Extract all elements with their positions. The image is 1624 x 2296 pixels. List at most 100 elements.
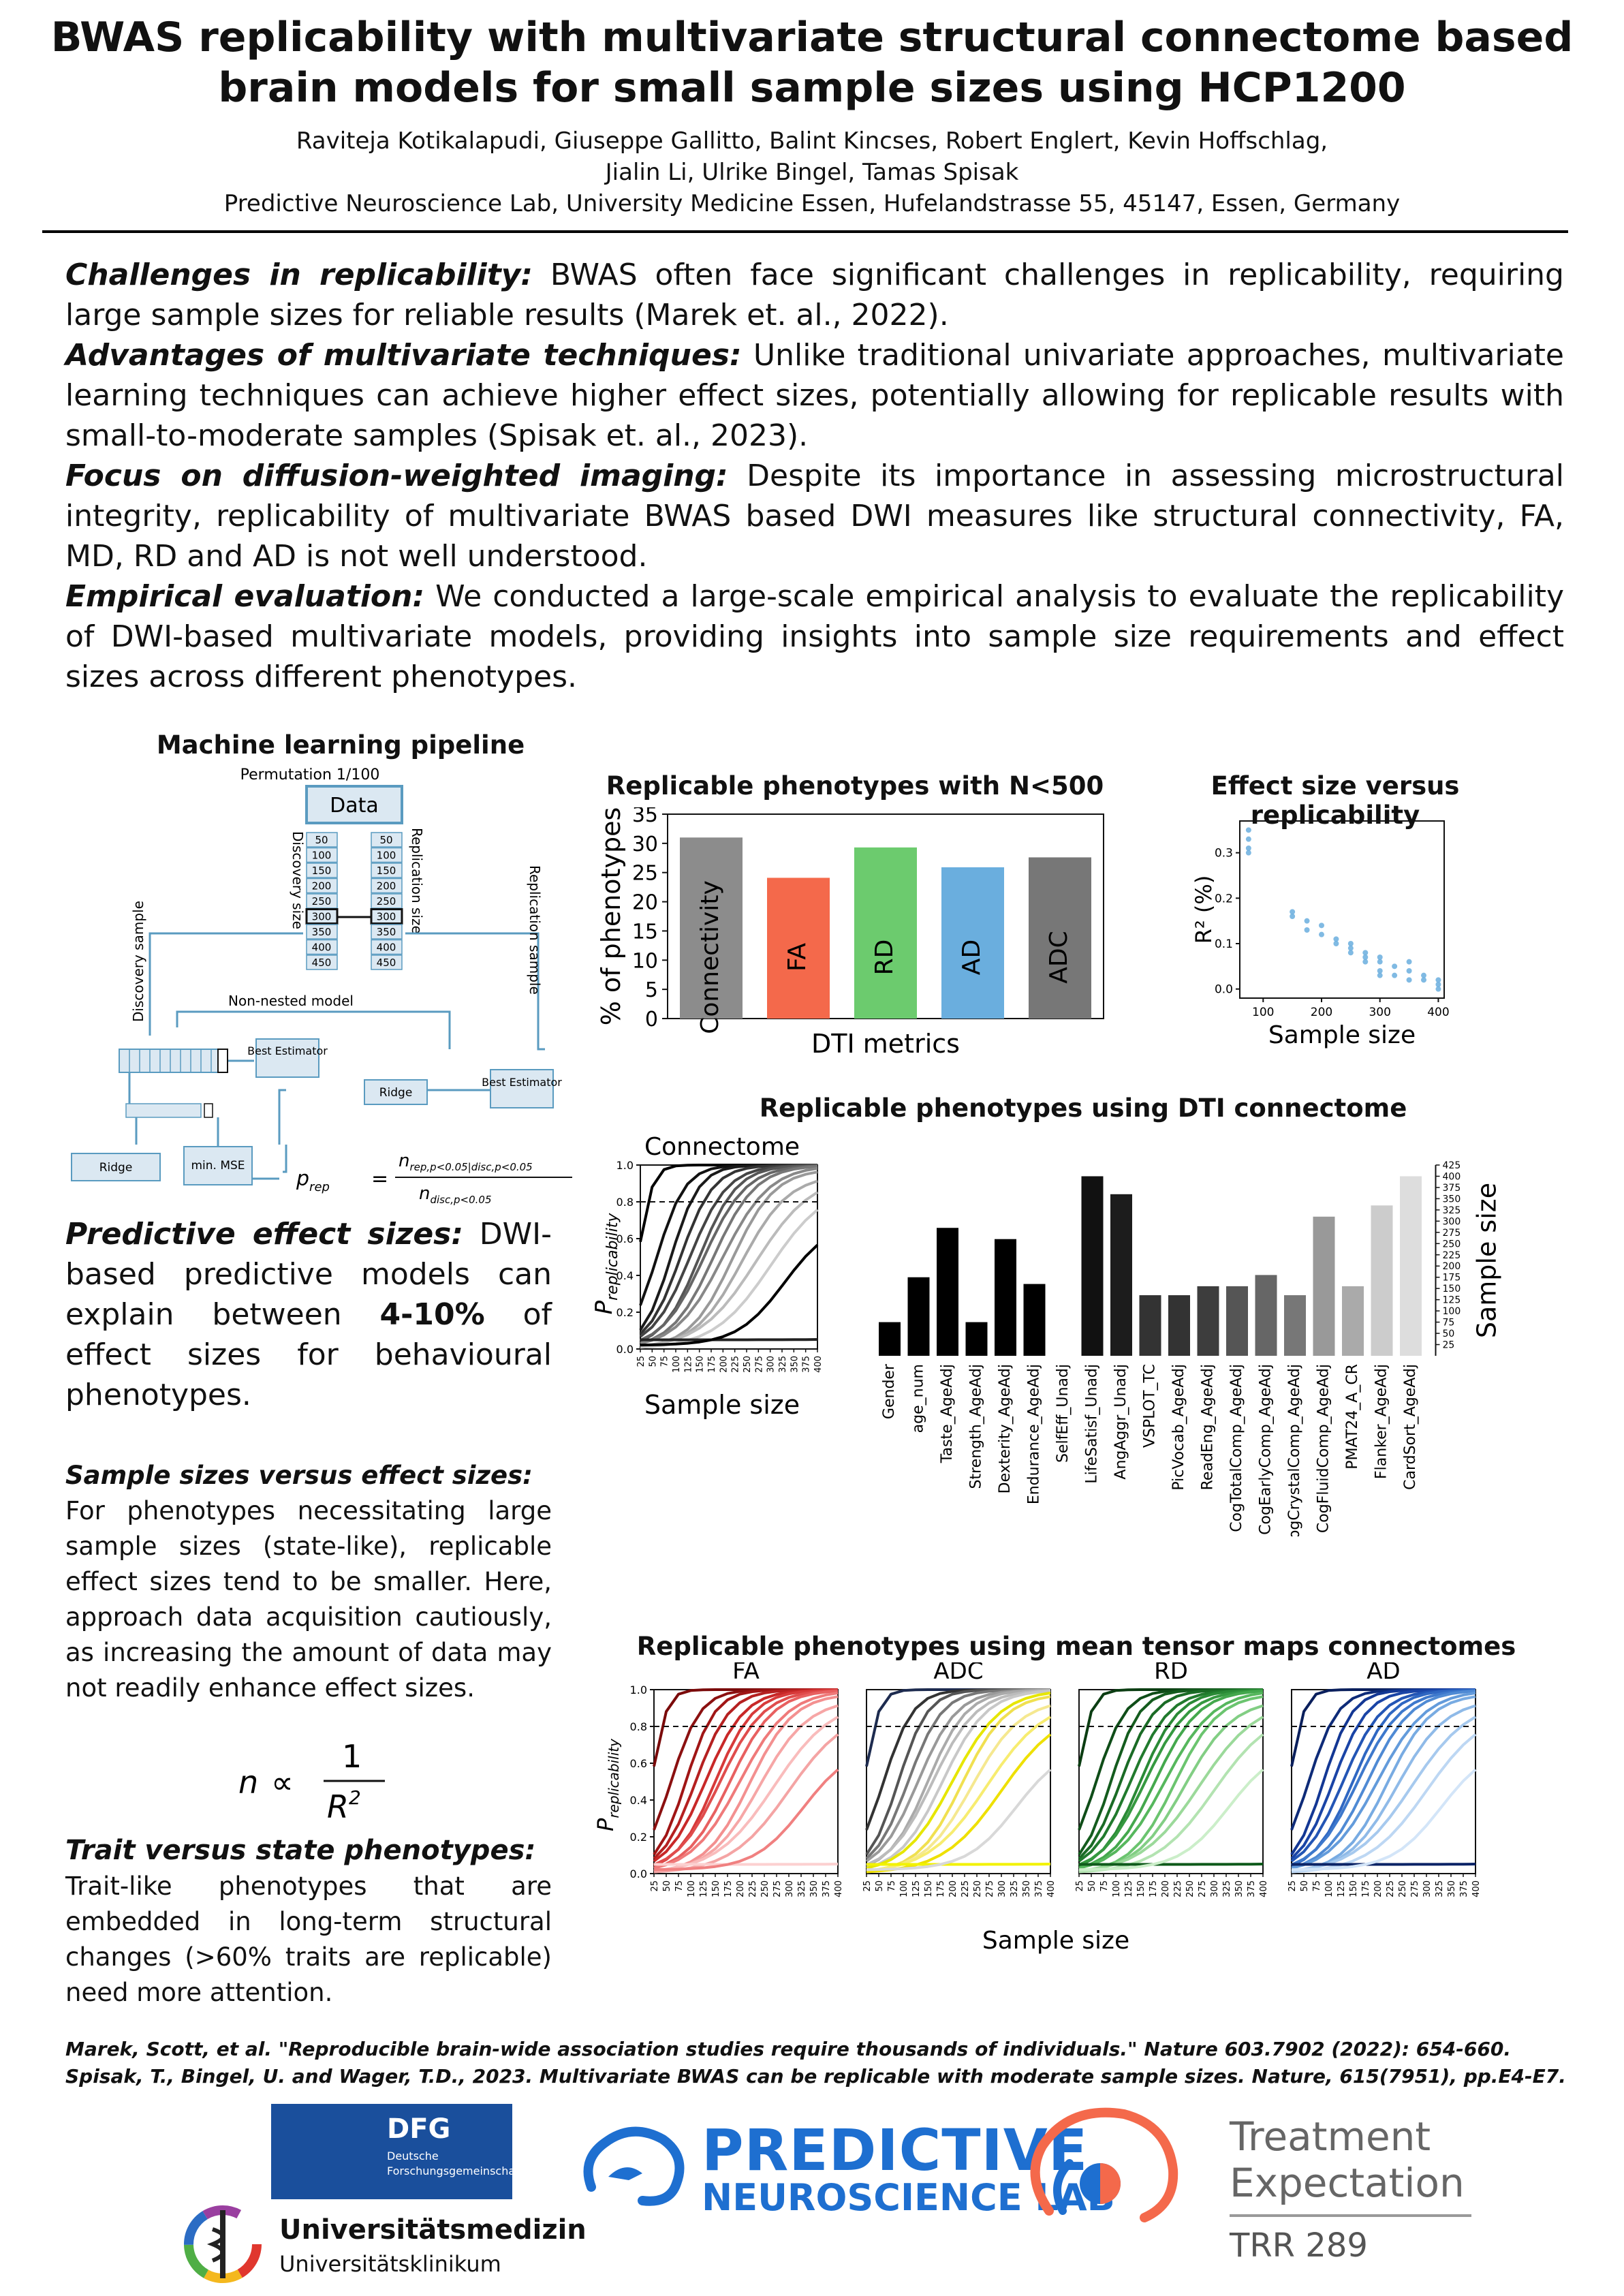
tensor-RD-series-line — [1078, 1768, 1264, 1872]
dfg-logo-text: DFG — [387, 2113, 451, 2145]
phenotype-label: CogFluidComp_AgeAdj — [1315, 1364, 1332, 1533]
phenotype-bar — [1284, 1295, 1306, 1356]
connectome-series-line — [640, 1164, 818, 1341]
authors-line-1: Raviteja Kotikalapudi, Giuseppe Gallitto… — [296, 127, 1328, 155]
phenotype-label: ReadEng_AgeAdj — [1200, 1364, 1217, 1490]
scatter-point — [1362, 950, 1369, 956]
x-tick-label: 50 — [1300, 1880, 1310, 1892]
y-tick-label: 25 — [632, 862, 658, 886]
discovery-size-label: Discovery size — [290, 831, 306, 929]
x-tick-label: 325 — [1435, 1880, 1445, 1897]
scatter-point — [1421, 972, 1426, 978]
ridge-box-2 — [364, 1079, 428, 1105]
panel-title: RD — [1154, 1662, 1188, 1685]
bar-category-label: Connectivity — [696, 880, 724, 1034]
pred-bold: 4-10% — [379, 1297, 485, 1332]
brain-icon — [583, 2126, 685, 2206]
x-tick-label: 150 — [711, 1880, 721, 1897]
predictive-effect-sizes: Predictive effect sizes: DWI-based predi… — [65, 1214, 552, 1415]
scatter-point — [1406, 977, 1412, 983]
bar — [680, 837, 743, 1019]
x-tick-label: 375 — [1459, 1880, 1469, 1897]
x-tick-label: 175 — [1149, 1880, 1159, 1897]
phenotype-bar — [1255, 1275, 1277, 1356]
phenotype-label: CogEarlyComp_AgeAdj — [1258, 1364, 1275, 1535]
y-tick-label: 0.0 — [1215, 983, 1233, 997]
formula-lhs: prep — [296, 1167, 330, 1194]
scatter-chart: 0.0 0.1 0.2 0.3 100 200 300 400 Sample size R² (%… — [1191, 820, 1450, 1049]
y-tick-label: 30 — [632, 833, 658, 856]
right-tick-label: 50 — [1443, 1329, 1455, 1339]
replication-size-label: 250 — [377, 895, 396, 907]
tensor-AD-series-line — [1291, 1690, 1476, 1870]
tensor-charts: FA0.00.20.40.60.81.025 50 75 100 125 150 175 20… — [593, 1662, 1482, 1955]
phenotype-bar — [1139, 1295, 1161, 1356]
title-line-1: BWAS replicability with multivariate str… — [50, 14, 1574, 61]
panel-title: Connectome — [644, 1133, 800, 1161]
scatter-point — [1245, 846, 1251, 851]
tensor-FA-series-line — [653, 1688, 839, 1867]
phenotype-label: SelfEff_Unadj — [1055, 1364, 1072, 1463]
x-tick-label: 250 — [973, 1880, 983, 1897]
phenotype-label: Taste_AgeAdj — [939, 1364, 956, 1463]
intro-text: BWAS often face significant challenges i… — [65, 258, 1564, 332]
y-tick-label: 10 — [632, 949, 658, 973]
header-divider — [42, 230, 1568, 233]
x-tick-label: 175 — [723, 1880, 734, 1897]
x-tick-label: 300 — [1369, 1006, 1390, 1019]
replication-sample-label: Replication sample — [527, 865, 543, 995]
scatter-point — [1377, 955, 1383, 960]
y-tick-label: 0.0 — [616, 1343, 634, 1356]
panel-title: ADC — [933, 1662, 983, 1685]
tensor-FA-series-line — [654, 1863, 839, 1866]
right-tick-label: 75 — [1443, 1318, 1455, 1329]
bar-category-label: ADC — [1045, 931, 1073, 983]
right-tick-label: 150 — [1443, 1284, 1461, 1294]
emblem-arc-blue — [184, 2205, 262, 2283]
right-tick-label: 375 — [1443, 1183, 1461, 1194]
phenotype-label: Strength_AgeAdj — [968, 1364, 985, 1489]
x-tick-label: 300 — [766, 1356, 777, 1373]
min-mse-label: min. MSE — [191, 1159, 245, 1173]
intro-paragraph: Advantages of multivariate techniques: U… — [65, 335, 1564, 456]
bar-chart: 0 5 10 15 20 25 30 35 Connectivity FA RD AD ADC DTI m… — [596, 807, 1104, 1059]
discovery-size-cell — [306, 924, 338, 940]
x-tick-label: 50 — [875, 1880, 885, 1892]
replication-size-label: 200 — [377, 880, 396, 893]
connectome-series-line — [640, 1165, 818, 1345]
scatter-point — [1290, 914, 1296, 919]
tensor-FA-series-line — [653, 1688, 839, 1863]
phenotype-label: AngAggr_Unadj — [1112, 1364, 1129, 1480]
scatter-point — [1362, 959, 1369, 965]
y-tick-label: 0.2 — [630, 1831, 647, 1844]
y-tick-label: 1.0 — [616, 1159, 634, 1172]
scatter-point — [1304, 918, 1310, 924]
x-tick-label: 400 — [1259, 1880, 1269, 1897]
connectome-series-line — [640, 1338, 818, 1341]
tensor-AD-series-line — [1292, 1863, 1476, 1866]
pred-text-a: DWI-based predictive models can explain … — [65, 1217, 552, 1332]
x-tick-label: 75 — [660, 1356, 670, 1367]
scatter-point — [1347, 945, 1354, 951]
y-tick-label: 0.1 — [1215, 937, 1233, 951]
x-tick-label: 100 — [1324, 1880, 1334, 1897]
te-logo-line1: Treatment — [1230, 2113, 1431, 2160]
trait-text: Trait-like phenotypes that are embedded … — [65, 1872, 552, 2007]
bar-chart-title: Replicable phenotypes with N<500 — [606, 771, 1104, 801]
scatter-point — [1406, 968, 1412, 974]
discovery-size-cell — [306, 863, 338, 878]
x-tick-label: 200 — [1373, 1880, 1384, 1897]
y-tick-label: 0 — [645, 1008, 658, 1031]
y-tick-label: 0.6 — [616, 1232, 634, 1245]
x-tick-label: 350 — [1022, 1880, 1032, 1897]
phenotype-label: CogTotalComp_AgeAdj — [1228, 1364, 1245, 1532]
x-tick-label: 25 — [862, 1880, 873, 1892]
x-tick-label: 200 — [1311, 1006, 1332, 1019]
phenotype-bar — [1371, 1205, 1393, 1356]
phenotype-label: VSPLOT_TC — [1142, 1364, 1159, 1448]
intro-heading: Focus on diffusion-weighted imaging: — [65, 459, 728, 493]
scatter-frame — [1239, 820, 1445, 999]
bar — [941, 867, 1004, 1019]
x-tick-label: 25 — [650, 1880, 660, 1892]
